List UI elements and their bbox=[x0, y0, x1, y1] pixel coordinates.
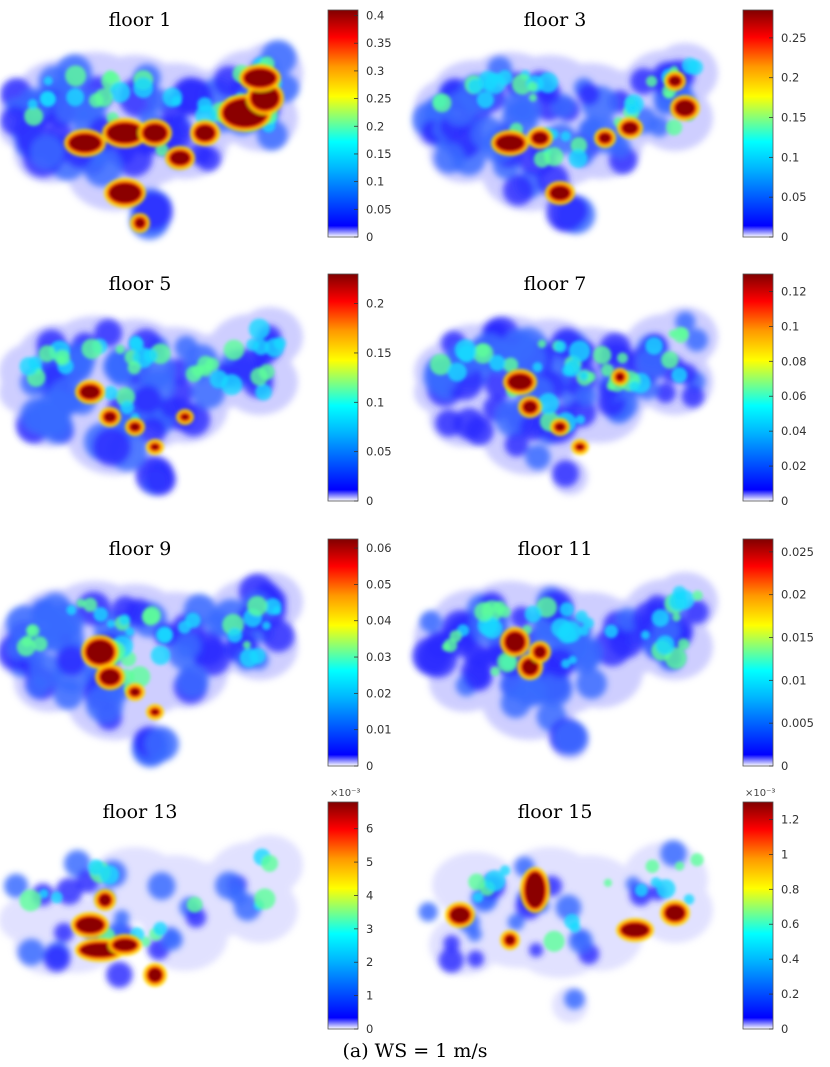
colorbar-tick-label-4-6: 0.12 bbox=[781, 284, 807, 298]
colorbar-4: 0 0.02 0.04 0.06 0.08 0.1 0.12 bbox=[742, 273, 807, 508]
panel-4: floor 7 0 0.02 0.04 0.06 0.08 0.1 0.12 bbox=[414, 273, 807, 508]
colorbar-tick-label-8-2: 0.4 bbox=[781, 952, 799, 966]
colorbar-3: 0 0.05 0.1 0.15 0.2 bbox=[327, 273, 392, 508]
colorbar-tick-label-1-8: 0.4 bbox=[366, 9, 384, 23]
colorbar-tick-label-5-4: 0.04 bbox=[366, 614, 392, 628]
colorbar-tick-label-5-5: 0.05 bbox=[366, 577, 392, 591]
colorbar-tick-label-2-3: 0.15 bbox=[781, 111, 807, 125]
heatmap-8 bbox=[418, 840, 713, 1023]
colorbar-tick-label-4-5: 0.1 bbox=[781, 319, 799, 333]
colorbar-tick-label-7-4: 4 bbox=[366, 888, 373, 902]
colorbar-6: 0 0.005 0.01 0.015 0.02 0.025 bbox=[742, 538, 814, 773]
panel-title-3: floor 5 bbox=[109, 273, 172, 295]
colorbar-tick-label-7-3: 3 bbox=[366, 922, 373, 936]
colorbar-gradient-1 bbox=[327, 9, 359, 238]
panel-3: floor 5 0 0.05 0.1 0.15 0.2 bbox=[0, 273, 392, 508]
colorbar-gradient-8 bbox=[742, 801, 774, 1030]
colorbar-tick-label-3-0: 0 bbox=[366, 494, 373, 508]
colorbar-tick-label-5-3: 0.03 bbox=[366, 650, 392, 664]
colorbar-tick-label-2-4: 0.2 bbox=[781, 71, 799, 85]
colorbar-gradient-7 bbox=[327, 801, 359, 1030]
colorbar-tick-label-6-5: 0.025 bbox=[781, 545, 814, 559]
colorbar-tick-label-8-6: 1.2 bbox=[781, 812, 799, 826]
colorbar-tick-label-7-1: 1 bbox=[366, 989, 373, 1003]
panel-title-6: floor 11 bbox=[518, 538, 593, 560]
colorbar-7: 0 1 2 3 4 5 6 ×10⁻³ bbox=[327, 788, 373, 1036]
colorbar-tick-label-1-2: 0.1 bbox=[366, 175, 384, 189]
heatmap-5 bbox=[0, 572, 303, 768]
colorbar-tick-label-3-2: 0.1 bbox=[366, 395, 384, 409]
colorbar-tick-label-6-0: 0 bbox=[781, 759, 788, 773]
colorbar-tick-label-5-2: 0.02 bbox=[366, 686, 392, 700]
colorbar-gradient-3 bbox=[327, 273, 359, 502]
colorbar-tick-label-5-0: 0 bbox=[366, 759, 373, 773]
colorbar-tick-label-6-1: 0.005 bbox=[781, 716, 814, 730]
panel-7: floor 13 0 1 2 3 4 5 6 ×10⁻³ bbox=[0, 788, 373, 1036]
colorbar-tick-label-8-4: 0.8 bbox=[781, 882, 799, 896]
panel-title-8: floor 15 bbox=[518, 801, 593, 823]
panel-1: floor 1 0 0.05 0.1 0.15 0.2 0.25 0.3 0.35 0.4 bbox=[0, 9, 392, 244]
colorbar-2: 0 0.05 0.1 0.15 0.2 0.25 bbox=[742, 9, 807, 244]
colorbar-tick-label-3-1: 0.05 bbox=[366, 445, 392, 459]
heatmap-6 bbox=[412, 572, 718, 760]
colorbar-tick-label-5-6: 0.06 bbox=[366, 541, 392, 555]
colorbar-gradient-2 bbox=[742, 9, 774, 238]
panel-title-4: floor 7 bbox=[524, 273, 587, 295]
colorbar-gradient-5 bbox=[327, 538, 359, 767]
heatmap-7 bbox=[0, 835, 303, 988]
colorbar-tick-label-1-3: 0.15 bbox=[366, 147, 392, 161]
heatmap-2 bbox=[412, 43, 718, 235]
colorbar-tick-label-1-6: 0.3 bbox=[366, 64, 384, 78]
panel-title-2: floor 3 bbox=[524, 9, 587, 31]
figure: floor 100.050.10.150.20.250.30.350.4 floo… bbox=[0, 9, 814, 1036]
panel-8: floor 15 0 0.2 0.4 0.6 0.8 1 1.2 ×10⁻³ bbox=[418, 788, 799, 1036]
colorbar-tick-label-4-0: 0 bbox=[781, 494, 788, 508]
colorbar-tick-label-7-0: 0 bbox=[366, 1022, 373, 1036]
colorbar-gradient-4 bbox=[742, 273, 774, 502]
panel-title-7: floor 13 bbox=[103, 801, 178, 823]
figure-caption: (a) WS = 1 m/s bbox=[342, 1040, 488, 1062]
heatmap-1 bbox=[0, 40, 303, 240]
colorbar-tick-label-7-5: 5 bbox=[366, 855, 373, 869]
colorbar-tick-label-5-1: 0.01 bbox=[366, 723, 392, 737]
colorbar-exponent-7: ×10⁻³ bbox=[330, 788, 360, 799]
colorbar-tick-label-8-0: 0 bbox=[781, 1022, 788, 1036]
colorbar-1: 0 0.05 0.1 0.15 0.2 0.25 0.3 0.35 0.4 bbox=[327, 9, 392, 244]
colorbar-tick-label-8-5: 1 bbox=[781, 847, 788, 861]
colorbar-tick-label-8-1: 0.2 bbox=[781, 987, 799, 1001]
colorbar-tick-label-3-4: 0.2 bbox=[366, 297, 384, 311]
colorbar-tick-label-1-0: 0 bbox=[366, 230, 373, 244]
colorbar-tick-label-7-6: 6 bbox=[366, 822, 373, 836]
colorbar-tick-label-7-2: 2 bbox=[366, 955, 373, 969]
colorbar-tick-label-2-2: 0.1 bbox=[781, 150, 799, 164]
panel-2: floor 3 0 0.05 0.1 0.15 0.2 0.25 bbox=[412, 9, 807, 244]
colorbar-5: 0 0.01 0.02 0.03 0.04 0.05 0.06 bbox=[327, 538, 392, 773]
colorbar-tick-label-2-5: 0.25 bbox=[781, 31, 807, 45]
panel-6: floor 11 0 0.005 0.01 0.015 0.02 0.025 bbox=[412, 538, 814, 773]
heatmap-3 bbox=[0, 307, 303, 496]
colorbar-tick-label-2-1: 0.05 bbox=[781, 190, 807, 204]
colorbar-tick-label-4-4: 0.08 bbox=[781, 354, 807, 368]
colorbar-tick-label-8-3: 0.6 bbox=[781, 917, 799, 931]
colorbar-tick-label-4-1: 0.02 bbox=[781, 459, 807, 473]
colorbar-exponent-8: ×10⁻³ bbox=[745, 788, 775, 799]
colorbar-8: 0 0.2 0.4 0.6 0.8 1 1.2 ×10⁻³ bbox=[742, 788, 799, 1036]
colorbar-tick-label-1-7: 0.35 bbox=[366, 36, 392, 50]
colorbar-gradient-6 bbox=[742, 538, 774, 767]
colorbar-tick-label-1-1: 0.05 bbox=[366, 202, 392, 216]
colorbar-tick-label-3-3: 0.15 bbox=[366, 346, 392, 360]
panel-title-5: floor 9 bbox=[109, 538, 172, 560]
colorbar-tick-label-1-5: 0.25 bbox=[366, 92, 392, 106]
colorbar-tick-label-4-3: 0.06 bbox=[781, 389, 807, 403]
colorbar-tick-label-4-2: 0.04 bbox=[781, 424, 807, 438]
heatmap-4 bbox=[414, 307, 718, 495]
colorbar-tick-label-2-0: 0 bbox=[781, 230, 788, 244]
colorbar-tick-label-6-4: 0.02 bbox=[781, 588, 807, 602]
colorbar-tick-label-1-4: 0.2 bbox=[366, 119, 384, 133]
panel-title-1: floor 1 bbox=[109, 9, 172, 31]
colorbar-tick-label-6-3: 0.015 bbox=[781, 631, 814, 645]
colorbar-tick-label-6-2: 0.01 bbox=[781, 673, 807, 687]
panel-5: floor 9 0 0.01 0.02 0.03 0.04 0.05 0.06 bbox=[0, 538, 392, 773]
